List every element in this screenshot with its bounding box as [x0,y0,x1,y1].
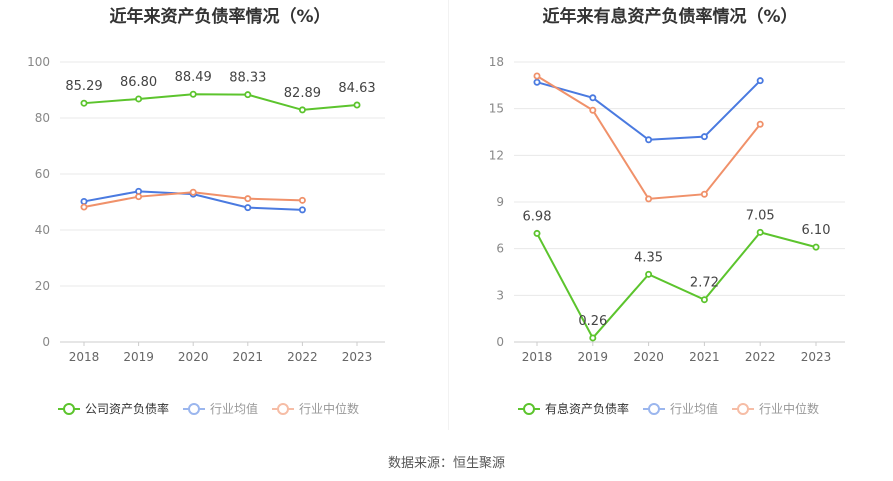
y-tick-label-1-6: 6 [496,242,504,256]
legend-right: 有息资产负债率 行业均值 行业中位数 [518,400,819,417]
data-label-0-4: 82.89 [284,86,321,101]
y-tick-label-1-9: 9 [496,195,504,209]
x-tick-label-1-2: 2020 [633,350,664,364]
series-line-1-company [536,231,817,340]
data-point-1-median-2 [645,195,653,203]
legend-label-company: 公司资产负债率 [85,402,170,416]
legend-label-company-interest: 有息资产负债率 [545,402,630,416]
legend-item-avg-interest[interactable]: 行业均值 [643,400,718,417]
data-point-0-median-0 [80,203,88,211]
data-label-0-5: 84.63 [338,81,375,96]
data-point-1-company-0 [533,229,541,237]
series-line-1-avg [536,79,761,141]
legend-item-avg[interactable]: 行业均值 [183,400,258,417]
x-tick-label-0-0: 2018 [69,350,100,364]
data-point-0-company-3 [244,91,252,99]
data-point-0-company-1 [135,95,143,103]
y-tick-label-1-3: 3 [496,288,504,302]
data-point-1-company-3 [700,296,708,304]
y-tick-label-0-40: 40 [35,223,50,237]
y-tick-label-1-15: 15 [489,102,504,116]
data-point-0-company-4 [298,106,306,114]
data-label-1-3: 2.72 [690,276,719,291]
data-point-1-company-5 [812,243,820,251]
x-tick-label-0-2: 2020 [178,350,209,364]
data-label-0-0: 85.29 [65,79,102,94]
x-tick-label-0-5: 2023 [342,350,373,364]
data-point-1-company-2 [645,270,653,278]
y-tick-label-0-80: 80 [35,111,50,125]
data-point-0-avg-3 [244,204,252,212]
data-point-1-avg-3 [700,133,708,141]
legend-item-median-interest[interactable]: 行业中位数 [732,400,819,417]
data-point-1-median-4 [756,120,764,128]
legend-label-avg-interest: 行业均值 [670,402,719,416]
y-tick-label-0-0: 0 [42,335,50,349]
chart-title-debt-ratio: 近年来资产负债率情况（%） [109,7,331,27]
data-label-0-2: 88.49 [175,70,212,85]
x-tick-label-1-4: 2022 [745,350,776,364]
data-point-0-company-2 [189,90,197,98]
data-point-0-median-1 [135,193,143,201]
data-point-1-avg-1 [589,94,597,102]
x-tick-label-1-5: 2023 [801,350,832,364]
legend-swatch-company-interest [518,402,540,415]
legend-swatch-avg [183,402,206,415]
series-line-0-company [83,93,358,111]
data-point-1-avg-2 [645,136,653,144]
data-point-1-median-3 [700,190,708,198]
data-label-1-1: 0.26 [578,314,607,329]
y-tick-label-1-12: 12 [489,148,504,162]
y-tick-label-0-60: 60 [35,167,50,181]
legend-left: 公司资产负债率 行业均值 行业中位数 [58,400,359,417]
data-point-0-median-4 [298,196,306,204]
data-label-1-2: 4.35 [634,250,663,265]
legend-swatch-avg-interest [643,402,666,415]
legend-item-median[interactable]: 行业中位数 [272,400,359,417]
data-source-note: 数据来源：恒生聚源 [387,456,505,471]
legend-label-median: 行业中位数 [299,402,360,416]
data-point-1-company-4 [756,228,764,236]
legend-swatch-median-interest [732,402,755,415]
legend-swatch-median [272,402,295,415]
data-point-0-avg-0 [80,197,88,205]
y-tick-label-1-0: 0 [496,335,504,349]
data-point-1-median-0 [533,72,541,80]
legend-item-company-interest[interactable]: 有息资产负债率 [518,400,629,417]
x-tick-label-0-1: 2019 [123,350,154,364]
data-point-1-avg-0 [533,78,541,86]
data-point-0-avg-4 [298,206,306,214]
legend-label-avg: 行业均值 [210,402,259,416]
legend-item-company[interactable]: 公司资产负债率 [58,400,169,417]
data-label-1-5: 6.10 [802,223,831,238]
legend-label-median-interest: 行业中位数 [759,402,820,416]
legend-swatch-company [58,402,80,415]
x-tick-label-1-3: 2021 [689,350,720,364]
chart-title-interest-debt-ratio: 近年来有息资产负债率情况（%） [542,7,798,27]
x-tick-label-0-4: 2022 [287,350,318,364]
data-point-1-avg-4 [756,77,764,85]
x-tick-label-1-0: 2018 [522,350,553,364]
x-tick-label-1-1: 2019 [578,350,609,364]
data-label-0-3: 88.33 [229,71,266,86]
data-label-0-1: 86.80 [120,75,157,90]
y-tick-label-0-20: 20 [35,279,50,293]
y-tick-label-0-100: 100 [27,55,50,69]
data-point-0-company-0 [80,99,88,107]
data-point-0-avg-1 [135,187,143,195]
panel-divider [448,0,449,430]
y-tick-label-1-18: 18 [489,55,504,69]
data-point-0-median-3 [244,195,252,203]
data-point-0-median-2 [189,188,197,196]
x-tick-label-0-3: 2021 [233,350,264,364]
data-point-1-median-1 [589,106,597,114]
data-label-1-4: 7.05 [746,208,775,223]
data-point-1-company-1 [589,334,597,342]
data-label-1-0: 6.98 [523,209,552,224]
data-point-0-company-5 [353,101,361,109]
